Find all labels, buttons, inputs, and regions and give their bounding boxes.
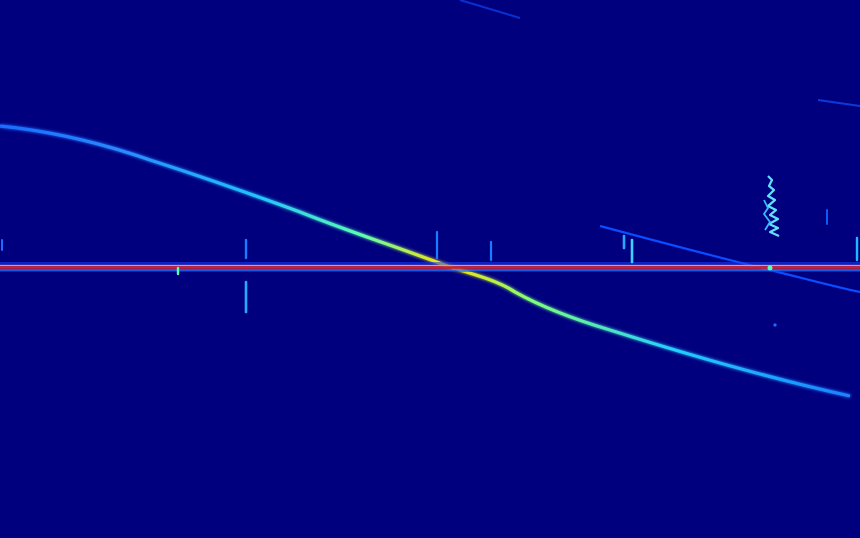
faint-trace-top-right — [817, 99, 860, 107]
speckle-2 — [773, 323, 777, 327]
squiggle-cluster — [766, 175, 780, 238]
faint-trace-top — [459, 0, 521, 19]
vertical-bursts — [1, 209, 859, 314]
speckle-1 — [767, 265, 773, 271]
squiggle-cluster-2 — [762, 199, 772, 231]
